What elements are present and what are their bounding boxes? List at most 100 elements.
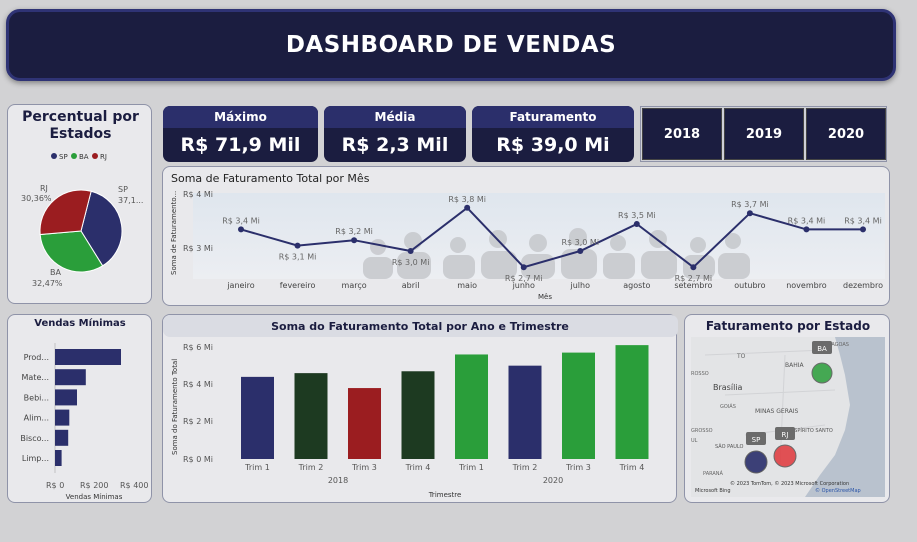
bar-xtick: Trim 2 (512, 463, 538, 472)
bar-chart[interactable]: Soma do Faturamento Total por Ano e Trim… (163, 315, 678, 504)
hbar-2[interactable] (55, 389, 77, 406)
map-label-brasilia: Brasília (713, 383, 743, 392)
map-badge-ba (812, 341, 832, 354)
map-label-minas: MINAS GERAIS (755, 408, 798, 415)
pie-slice-rj[interactable] (39, 189, 92, 236)
hbar-label-1: Mate... (22, 373, 50, 382)
bar-2018-trim-3[interactable] (348, 388, 381, 459)
line-xtick-janeiro: janeiro (226, 281, 254, 290)
min-sales-tick-200: R$ 200 (80, 481, 108, 490)
year-button-2020[interactable]: 2020 (806, 108, 886, 160)
line-ytick-4mi: R$ 4 Mi (183, 190, 213, 199)
line-xtick-setembro: setembro (674, 281, 712, 290)
hbar-label-3: Alim... (24, 414, 49, 423)
bar-2020-trim-3[interactable] (562, 352, 595, 459)
line-point-março (351, 237, 358, 244)
bar-xtick: Trim 2 (298, 463, 324, 472)
line-plot: R$ 3,4 Mi janeiro R$ 3,1 Mi fevereiro R$ 3,2… (222, 195, 883, 290)
line-chart-ylabel: Soma de Faturamento... (170, 191, 178, 275)
map-bubble-ba (811, 362, 833, 384)
year-button-2019[interactable]: 2019 (724, 108, 804, 160)
pie-slice-ba[interactable] (39, 230, 104, 273)
bar-2018-trim-1[interactable] (241, 376, 274, 459)
bar-group-2020: 2020 (543, 476, 563, 485)
line-series (240, 206, 863, 269)
min-sales-chart[interactable]: Vendas Mínimas Prod... Mate... Bebi... Alim… (8, 315, 153, 504)
bar-2018-trim-4[interactable] (401, 371, 435, 459)
pie-chart[interactable]: SP BA RJ RJ 30,36% SP 37,1... BA 32,47% (8, 105, 153, 305)
line-xtick-abril: abril (402, 281, 420, 290)
line-chart-xlabel: Mês (538, 293, 552, 301)
hbar-plot: Prod... Mate... Bebi... Alim... Bisco... Limp… (20, 343, 121, 473)
legend-sp-dot (51, 153, 57, 159)
year-button-2018[interactable]: 2018 (642, 108, 722, 160)
state-map[interactable]: Faturamento por Estado TO BAHIA ALAGOAS … (685, 315, 891, 504)
map-osm-link[interactable]: © OpenStreetMap (815, 487, 861, 494)
line-data-label-abril: R$ 3,0 Mi (392, 258, 430, 267)
legend-ba-dot (71, 153, 77, 159)
dashboard-title: DASHBOARD DE VENDAS (285, 32, 617, 58)
hbar-0[interactable] (55, 349, 121, 365)
map-label-goias: GOIÁS (720, 403, 736, 410)
map-label-alagoas: ALAGOAS (825, 342, 849, 348)
line-data-label-outubro: R$ 3,7 Mi (731, 200, 769, 209)
map-label-parana: PARANÁ (703, 470, 724, 477)
legend-rj-label: RJ (100, 153, 107, 161)
line-point-junho (520, 264, 527, 271)
line-point-novembro (803, 226, 810, 233)
line-data-label-fevereiro: R$ 3,1 Mi (279, 253, 317, 262)
bar-2020-trim-4[interactable] (615, 345, 649, 459)
line-xtick-agosto: agosto (623, 281, 650, 290)
legend-ba-label: BA (79, 153, 89, 161)
bar-xtick: Trim 3 (565, 463, 591, 472)
line-chart-title: Soma de Faturamento Total por Mês (171, 172, 370, 185)
line-data-label-janeiro: R$ 3,4 Mi (222, 216, 260, 225)
bar-2020-trim-2[interactable] (508, 365, 542, 459)
line-data-label-setembro: R$ 2,7 Mi (675, 274, 713, 283)
line-chart-panel: Soma de Faturamento Total por Mês Soma d… (162, 166, 890, 306)
bar-ytick-4: R$ 4 Mi (183, 380, 213, 389)
hbar-4[interactable] (55, 429, 69, 446)
map-borders (704, 349, 836, 466)
pie-legend: SP BA RJ (51, 153, 107, 161)
line-point-maio (464, 204, 471, 211)
bar-ytick-2: R$ 2 Mi (183, 417, 213, 426)
line-chart[interactable]: Soma de Faturamento Total por Mês Soma d… (163, 167, 891, 307)
bar-chart-panel: Soma do Faturamento Total por Ano e Trim… (162, 314, 678, 504)
hbar-1[interactable] (55, 369, 86, 386)
hbar-5[interactable] (55, 450, 62, 466)
hbar-label-4: Bisco... (20, 434, 49, 443)
people-silhouettes (363, 228, 750, 279)
map-label-to: TO (736, 353, 746, 360)
map-panel: Faturamento por Estado TO BAHIA ALAGOAS … (684, 314, 890, 503)
bar-group-2018: 2018 (328, 476, 348, 485)
pie-title: Percentual por Estados (22, 109, 139, 142)
vbar-plot: Trim 1 Trim 2 Trim 3 Trim 4 Trim 1 Trim 2 Trim… (241, 345, 649, 472)
map-title: Faturamento por Estado (706, 319, 870, 333)
bar-2018-trim-2[interactable] (294, 373, 328, 459)
bar-2020-trim-1[interactable] (455, 354, 488, 459)
hbar-3[interactable] (55, 409, 70, 426)
line-xtick-julho: julho (570, 281, 591, 290)
line-point-outubro (746, 210, 753, 217)
legend-rj-dot (92, 153, 98, 159)
line-data-label-dezembro: R$ 3,4 Mi (844, 216, 882, 225)
min-sales-tick-400: R$ 400 (120, 481, 148, 490)
line-point-fevereiro (294, 242, 301, 249)
kpi-avg-label: Média (324, 106, 466, 128)
line-data-label-maio: R$ 3,8 Mi (448, 195, 486, 204)
line-point-janeiro (238, 226, 244, 233)
map-bubble-sp (744, 450, 768, 474)
map-label-saopaulo: SÃO PAULO (715, 443, 744, 450)
min-sales-tick-0: R$ 0 (46, 481, 64, 490)
line-xtick-março: março (342, 281, 367, 290)
pie-label-sp-pct: 37,1... (118, 196, 143, 205)
map-badge-rj (775, 427, 795, 440)
bar-chart-xlabel: Trimestre (428, 491, 462, 499)
kpi-max-label: Máximo (163, 106, 318, 128)
pie-label-rj-pct: 30,36% (21, 194, 52, 203)
bar-ytick-0: R$ 0 Mi (183, 455, 213, 464)
map-badge-sp-label: SP (752, 436, 761, 444)
map-badge-sp (746, 432, 766, 445)
pie-panel: Percentual por Estados SP BA RJ RJ 30,36… (7, 104, 152, 304)
